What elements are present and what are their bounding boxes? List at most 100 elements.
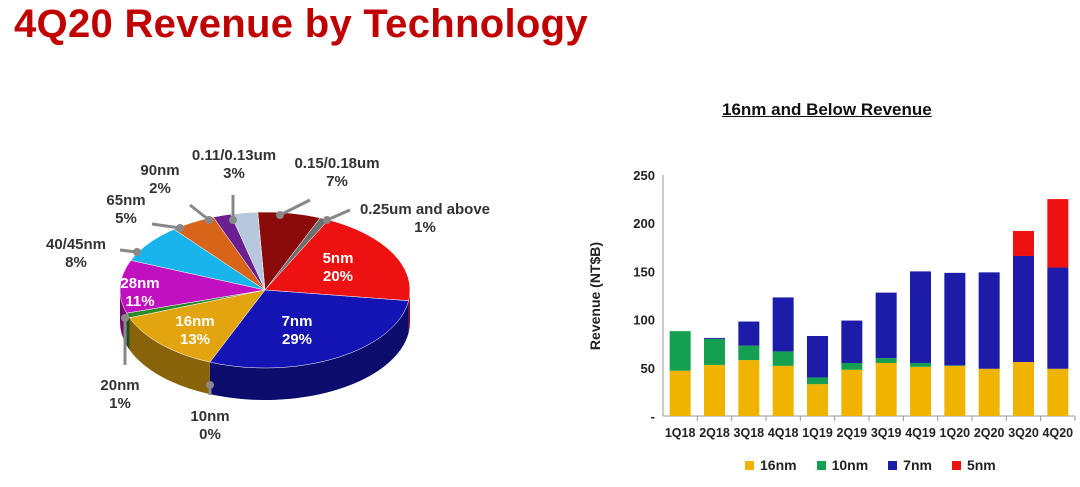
pie-label-name: 16nm — [175, 313, 215, 330]
leader-dot — [229, 216, 237, 224]
pie-slice-16nm — [129, 289, 266, 363]
pie-label-name: 0.11/0.13um — [191, 147, 277, 164]
page-title: 4Q20 Revenue by Technology — [14, 2, 588, 46]
y-axis-label: Revenue (NT$B) — [587, 242, 603, 350]
bar-16nm-2Q20 — [978, 368, 1000, 416]
leader-line — [326, 208, 351, 222]
x-tick-label: 3Q20 — [1008, 426, 1039, 440]
x-tick-label: 4Q18 — [768, 426, 799, 440]
pie-label-name: 20nm — [100, 377, 140, 394]
legend-swatch — [951, 460, 961, 470]
bar-7nm-1Q19 — [807, 335, 828, 378]
x-tick-label: 2Q19 — [837, 426, 868, 440]
bar-10nm-4Q19 — [910, 362, 931, 367]
bar-7nm-2Q20 — [978, 272, 1000, 369]
pie-label-pct: 8% — [65, 254, 87, 271]
pie-label: 5nm 20% — [323, 250, 354, 286]
x-tick-label: 2Q20 — [974, 426, 1005, 440]
leader-dot — [121, 314, 129, 322]
x-tick-label: 1Q20 — [940, 426, 971, 440]
bar-16nm-1Q20 — [944, 365, 966, 416]
legend-item: 16nm — [745, 457, 797, 473]
legend-item: 5nm — [951, 457, 996, 473]
pie-label: 20nm 1% — [100, 377, 139, 413]
bar-16nm-3Q19 — [875, 362, 897, 416]
bar-16nm-4Q20 — [1047, 368, 1069, 416]
legend-label: 16nm — [760, 457, 797, 473]
bar-10nm-2Q19 — [841, 362, 863, 370]
pie-label-pct: 11% — [125, 293, 155, 310]
bar-5nm-3Q20 — [1013, 230, 1034, 256]
legend-swatch — [888, 460, 898, 470]
pie-label-pct: 20% — [322, 268, 354, 285]
pie-label-name: 90nm — [140, 162, 180, 179]
leader-dot — [176, 224, 184, 232]
bar-16nm-3Q18 — [738, 360, 760, 416]
pie-label-pct: 1% — [414, 219, 436, 236]
pie-label-pct: 29% — [281, 331, 313, 348]
pie-label: 0.25um and above 1% — [360, 201, 490, 237]
pie-chart — [119, 195, 411, 401]
pie-label: 0.15/0.18um 7% — [294, 155, 379, 191]
pie-side-7nm — [209, 300, 409, 401]
pie-slice-5nm — [264, 219, 411, 302]
pie-label-name: 28nm — [120, 275, 160, 292]
pie-label: 16nm 13% — [175, 313, 214, 349]
bar-16nm-2Q18 — [704, 364, 725, 416]
y-tick-label: 200 — [633, 216, 655, 231]
bar-10nm-1Q18 — [669, 331, 691, 371]
bar-legend: 16nm 10nm 7nm 5nm — [745, 457, 996, 473]
pie-slice-28nm — [119, 260, 266, 314]
legend-item: 10nm — [816, 457, 869, 473]
bar-chart-title: 16nm and Below Revenue — [722, 100, 932, 119]
bar-16nm-3Q20 — [1013, 362, 1034, 416]
pie-label-name: 5nm — [322, 250, 354, 267]
bar-10nm-1Q19 — [807, 377, 828, 385]
pie-label-pct: 2% — [149, 180, 171, 197]
bar-7nm-3Q18 — [738, 321, 760, 346]
leader-dot — [323, 216, 331, 224]
pie-label-pct: 3% — [223, 165, 245, 182]
bar-7nm-2Q19 — [841, 320, 863, 363]
pie-label: 65nm 5% — [106, 192, 145, 228]
bar-16nm-2Q19 — [841, 369, 863, 416]
bar-10nm-3Q18 — [738, 345, 760, 361]
leader-dot — [205, 216, 213, 224]
pie-label: 40/45nm 8% — [46, 236, 106, 272]
bar-7nm-1Q20 — [944, 272, 966, 366]
leader-line — [189, 203, 210, 222]
bar-10nm-4Q18 — [772, 351, 794, 366]
pie-label-name: 40/45nm — [45, 236, 107, 253]
legend-swatch — [745, 460, 754, 470]
legend-item: 7nm — [888, 457, 932, 473]
bar-16nm-4Q19 — [910, 366, 931, 416]
pie-label: 90nm 2% — [140, 162, 179, 198]
bar-16nm-4Q18 — [772, 365, 794, 416]
pie-label: 0.11/0.13um 3% — [192, 147, 276, 183]
pie-label: 10nm 0% — [190, 408, 229, 444]
x-tick-label: 3Q19 — [871, 426, 902, 440]
bar-10nm-3Q19 — [875, 358, 897, 363]
bar-7nm-3Q20 — [1013, 255, 1034, 363]
x-tick-label: 3Q18 — [734, 426, 765, 440]
pie-label-name: 7nm — [281, 313, 313, 330]
pie-label-pct: 13% — [179, 331, 211, 348]
leader-line — [151, 222, 181, 230]
x-tick-label: 2Q18 — [699, 426, 730, 440]
y-tick-label: 100 — [633, 313, 655, 328]
pie-label-name: 0.25um and above — [359, 201, 491, 218]
bar-7nm-3Q19 — [875, 292, 897, 359]
leader-dot — [206, 381, 214, 389]
pie-label-pct: 1% — [109, 395, 131, 412]
x-tick-label: 4Q20 — [1043, 426, 1074, 440]
legend-label: 10nm — [831, 457, 869, 473]
x-tick-label: 1Q19 — [802, 426, 833, 440]
pie-label-name: 10nm — [190, 408, 230, 425]
pie-label-pct: 5% — [115, 210, 137, 227]
bar-7nm-2Q18 — [704, 337, 725, 339]
bar-7nm-4Q18 — [772, 297, 794, 352]
pie-label-name: 0.15/0.18um — [294, 155, 380, 172]
bar-10nm-2Q18 — [704, 338, 725, 365]
x-tick-label: 4Q19 — [905, 426, 936, 440]
pie-slice-7nm — [209, 289, 409, 369]
